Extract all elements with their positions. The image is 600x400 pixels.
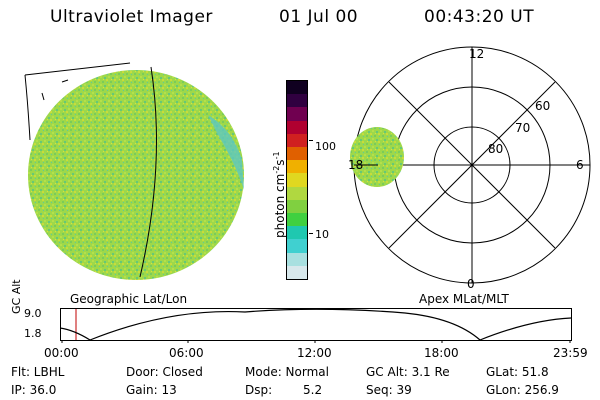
info-flt: Flt: LBHL — [11, 365, 65, 379]
mlt-label-6: 6 — [576, 158, 584, 172]
colorbar-segment — [287, 133, 307, 147]
colorbar-segment — [287, 80, 307, 95]
altitude-xtick-0000: 00:00 — [44, 346, 79, 360]
altitude-plot — [60, 308, 572, 343]
info-glon: GLon: 256.9 — [486, 383, 559, 397]
colorbar-segment — [287, 265, 307, 279]
colorbar-segment — [287, 186, 307, 200]
instrument-title: Ultraviolet Imager — [50, 7, 213, 27]
polar-plot: 12 18 6 0 60 70 80 — [348, 46, 591, 291]
mlt-label-0: 0 — [467, 277, 475, 291]
date-label: 01 Jul 00 — [279, 7, 359, 27]
info-dsp-label: Dsp: — [245, 383, 273, 397]
auroral-patch — [350, 127, 404, 187]
lat-label-60: 60 — [535, 99, 550, 113]
colorbar-segment — [287, 252, 307, 266]
info-dsp-value: 5.2 — [303, 383, 323, 397]
earth-disk — [28, 70, 244, 280]
altitude-ytick-high: 9.0 — [24, 307, 42, 320]
info-seq: Seq: 39 — [366, 383, 412, 397]
colorbar-tick-100: 100 — [315, 140, 336, 153]
longitude-line — [139, 66, 157, 278]
colorbar-segment — [287, 160, 307, 174]
colorbar-label: photon cm-2s-1 — [272, 151, 287, 238]
mlt-label-18: 18 — [348, 158, 363, 172]
lat-label-80: 80 — [488, 142, 503, 156]
colorbar-tick-10: 10 — [315, 228, 329, 241]
earth-image — [24, 62, 244, 280]
polar-panel-label: Apex MLat/MLT — [419, 292, 509, 306]
colorbar-segment — [287, 173, 307, 187]
info-ip: IP: 36.0 — [11, 383, 57, 397]
colorbar-segment — [287, 94, 307, 108]
colorbar-segment — [287, 107, 307, 121]
info-glat: GLat: 51.8 — [486, 365, 549, 379]
colorbar-segment — [287, 146, 307, 161]
lat-label-70: 70 — [515, 121, 530, 135]
colorbar — [286, 80, 308, 280]
altitude-xtick-1200: 12:00 — [297, 346, 332, 360]
info-gc-alt: GC Alt: 3.1 Re — [366, 365, 450, 379]
info-door: Door: Closed — [126, 365, 203, 379]
altitude-ylabel: GC Alt — [10, 279, 23, 314]
altitude-xtick-2359: 23:59 — [553, 346, 588, 360]
earth-panel-label: Geographic Lat/Lon — [70, 292, 188, 306]
time-label: 00:43:20 UT — [424, 7, 535, 27]
mlt-label-12: 12 — [469, 47, 484, 61]
dayside-edge — [208, 115, 244, 190]
altitude-xtick-1800: 18:00 — [424, 346, 459, 360]
colorbar-segment — [287, 120, 307, 134]
colorbar-segment — [287, 226, 307, 240]
altitude-ytick-low: 1.8 — [24, 327, 42, 340]
altitude-curve — [60, 308, 572, 341]
altitude-xtick-0600: 06:00 — [169, 346, 204, 360]
colorbar-segment — [287, 212, 307, 227]
colorbar-segment — [287, 199, 307, 213]
info-gain: Gain: 13 — [126, 383, 177, 397]
colorbar-segment — [287, 239, 307, 253]
info-mode: Mode: Normal — [245, 365, 329, 379]
